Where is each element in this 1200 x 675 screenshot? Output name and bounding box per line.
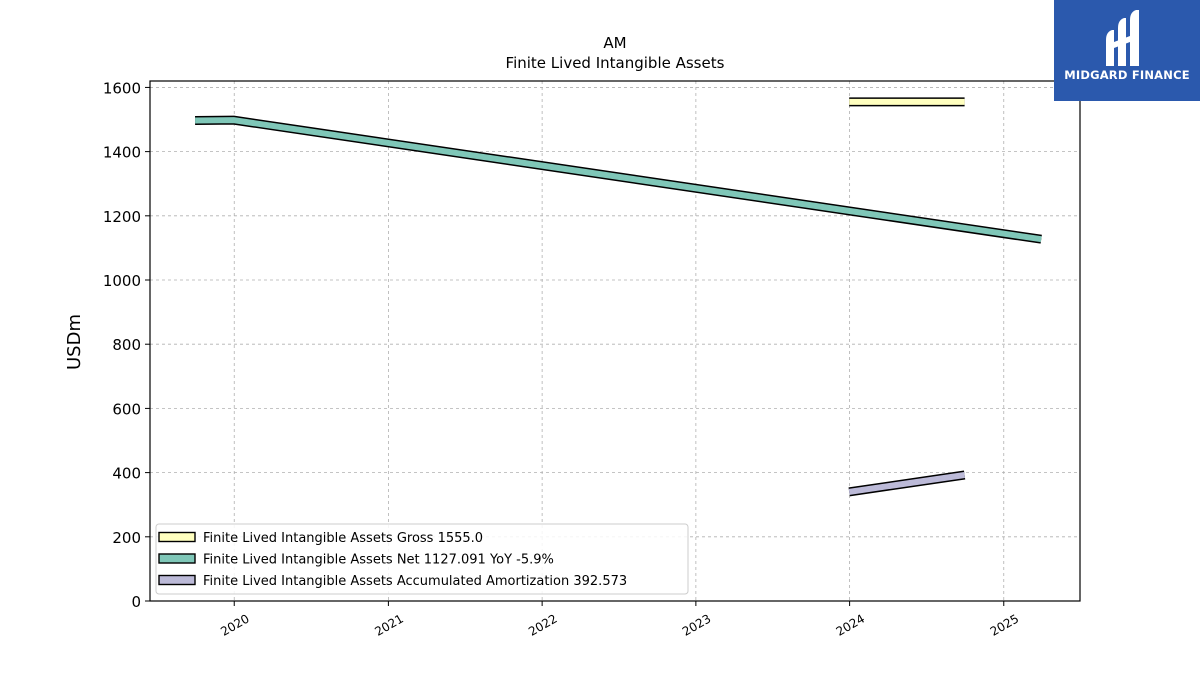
- series-fill: [195, 117, 1042, 243]
- series-fill: [848, 472, 966, 495]
- legend-swatch: [158, 553, 196, 564]
- series-line: [848, 470, 966, 497]
- y-tick-label: 800: [112, 336, 141, 354]
- x-tick-label: 2025: [988, 611, 1021, 638]
- brand-mark-icon: [1106, 10, 1139, 66]
- plot-frame: [149, 80, 1081, 602]
- y-tick-label: 1000: [103, 272, 141, 290]
- y-tick-label: 400: [112, 465, 141, 483]
- legend-entry: Finite Lived Intangible Assets Accumulat…: [203, 574, 627, 589]
- legend-box: [155, 523, 689, 595]
- y-tick-label: 0: [131, 593, 141, 611]
- y-tick-label: 1200: [103, 208, 141, 226]
- x-tick-label: 2024: [834, 611, 867, 638]
- chart-subtitle: Finite Lived Intangible Assets: [506, 54, 725, 72]
- x-tick-label: 2020: [218, 611, 251, 638]
- y-tick-label: 600: [112, 400, 141, 418]
- legend-swatch: [158, 531, 196, 543]
- y-tick-label: 200: [112, 529, 141, 547]
- legend-entry: Finite Lived Intangible Assets Gross 155…: [203, 531, 483, 546]
- x-tick-label: 2021: [372, 611, 405, 638]
- chart-title: AM: [603, 34, 626, 52]
- brand-name: MIDGARD FINANCE: [1064, 68, 1190, 82]
- legend-swatch: [158, 574, 196, 586]
- x-tick-label: 2022: [526, 611, 559, 638]
- legend-entry: Finite Lived Intangible Assets Net 1127.…: [203, 553, 554, 568]
- brand-logo: MIDGARD FINANCE: [1054, 0, 1200, 101]
- y-axis-label: USDm: [64, 314, 85, 370]
- series-layer: [195, 97, 1042, 497]
- series-line: [195, 115, 1042, 244]
- legend: Finite Lived Intangible Assets Gross 155…: [155, 523, 689, 595]
- grid-layer: [150, 81, 1080, 602]
- x-tick-label: 2023: [680, 611, 713, 638]
- y-tick-label: 1600: [103, 79, 141, 97]
- y-tick-label: 1400: [103, 144, 141, 162]
